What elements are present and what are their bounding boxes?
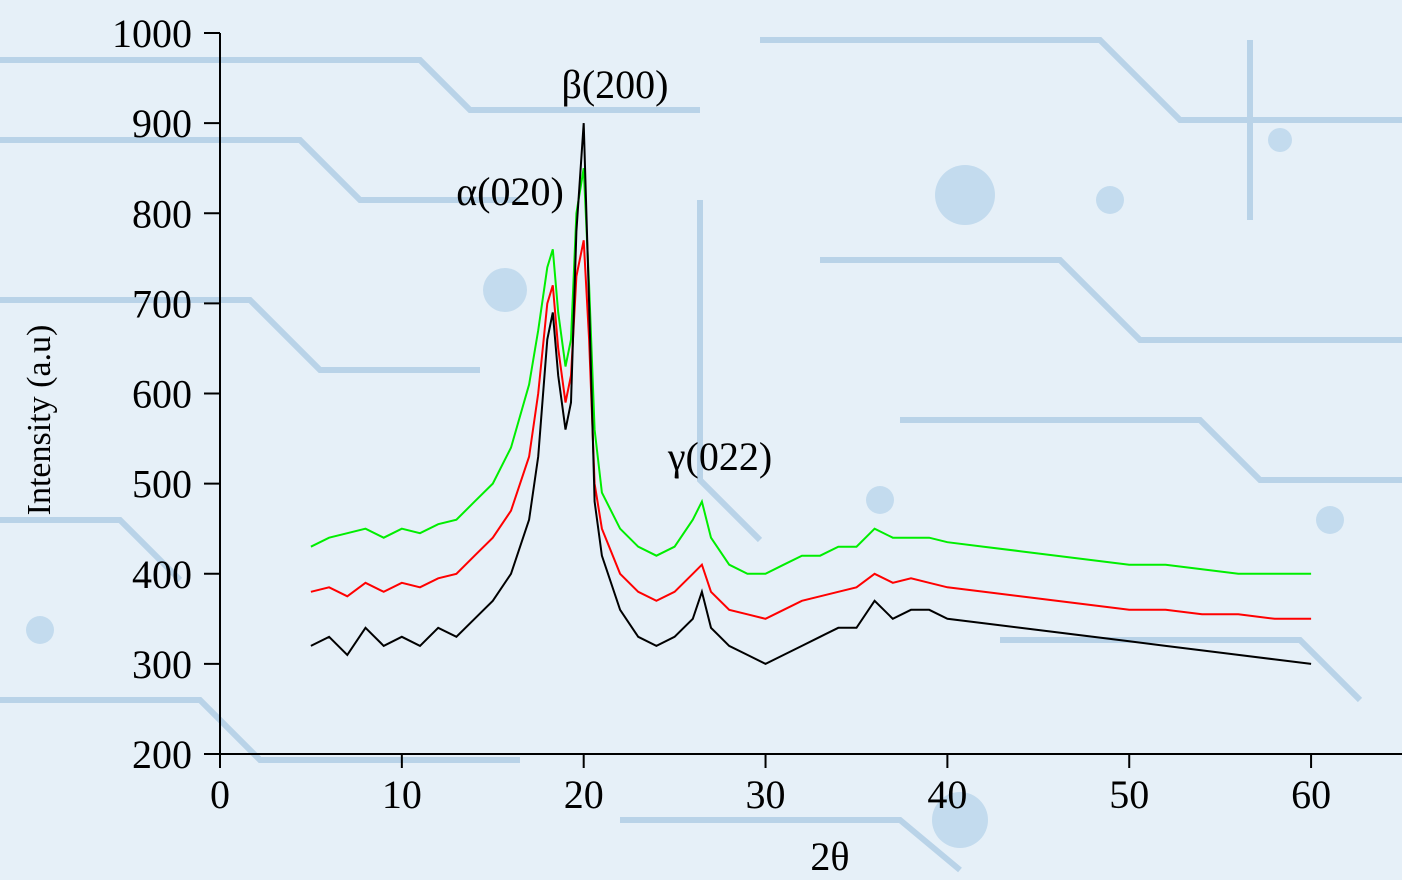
data-line (310, 123, 1312, 666)
y-tick-label: 500 (132, 462, 192, 507)
data-line (310, 240, 1312, 620)
annotation: α(020) (456, 169, 564, 214)
x-tick-label: 20 (564, 772, 604, 817)
annotation: γ(022) (667, 434, 772, 479)
x-tick-label: 10 (382, 772, 422, 817)
y-tick-label: 800 (132, 191, 192, 236)
x-tick-label: 30 (746, 772, 786, 817)
y-tick-label: 900 (132, 101, 192, 146)
y-tick-label: 200 (132, 732, 192, 777)
x-tick-label: 0 (210, 772, 230, 817)
y-tick-label: 300 (132, 642, 192, 687)
y-tick-label: 700 (132, 281, 192, 326)
annotation: β(200) (562, 62, 669, 107)
y-tick-label: 1000 (112, 11, 192, 56)
y-tick-label: 400 (132, 552, 192, 597)
x-tick-label: 60 (1291, 772, 1331, 817)
y-axis-label: Intensity (a.u) (21, 325, 58, 516)
data-line (310, 168, 1312, 575)
y-tick-label: 600 (132, 372, 192, 417)
x-tick-label: 40 (927, 772, 967, 817)
x-axis-label: 2θ (810, 834, 849, 879)
x-tick-label: 50 (1109, 772, 1149, 817)
